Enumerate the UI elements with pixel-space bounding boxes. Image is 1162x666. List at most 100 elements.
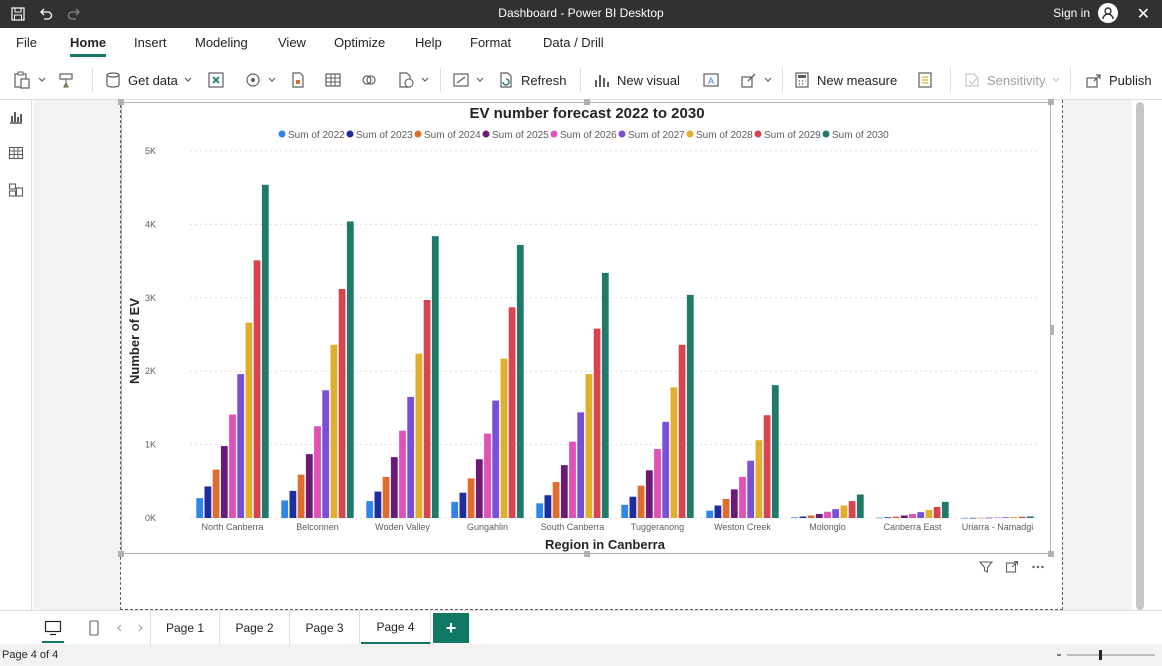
bar[interactable] [1010,517,1018,518]
excel-button[interactable] [207,68,225,92]
tab-insert[interactable]: Insert [134,35,167,50]
table-view-icon[interactable] [6,143,26,163]
model-view-icon[interactable] [6,180,26,200]
bar[interactable] [892,516,900,518]
resize-handle[interactable] [584,99,590,105]
bar[interactable] [654,449,661,518]
filter-icon[interactable] [977,558,995,576]
tab-data-drill[interactable]: Data / Drill [543,35,604,50]
legend-item[interactable]: Sum of 2022 [278,130,346,141]
bar[interactable] [484,433,491,518]
bar[interactable] [755,440,763,518]
tab-view[interactable]: View [278,35,306,50]
bar[interactable] [229,414,236,518]
bar[interactable] [848,501,856,518]
tab-format[interactable]: Format [470,35,512,50]
resize-handle[interactable] [118,99,124,105]
bar[interactable] [941,501,949,518]
legend-item[interactable]: Sum of 2023 [346,130,414,141]
vertical-scrollbar[interactable] [1132,100,1147,610]
more-visuals-button[interactable] [740,68,772,92]
bar[interactable] [747,460,755,518]
bar[interactable] [629,496,637,518]
bar[interactable] [706,510,714,518]
zoom-slider[interactable] [1055,648,1159,662]
bar[interactable] [245,322,253,518]
close-icon[interactable]: ✕ [1136,6,1150,23]
bar[interactable] [645,470,653,518]
bar[interactable] [925,509,933,518]
bar[interactable] [560,465,568,518]
bar[interactable] [390,457,398,518]
bar[interactable] [423,300,431,518]
resize-handle[interactable] [584,551,590,557]
bar[interactable] [585,374,593,518]
tab-modeling[interactable]: Modeling [195,35,248,50]
bar[interactable] [382,476,390,518]
bar[interactable] [917,512,925,518]
bar[interactable] [815,513,823,518]
bar[interactable] [297,474,305,518]
bar[interactable] [601,272,609,518]
text-box-button[interactable]: A [702,68,720,92]
bar[interactable] [253,260,261,518]
bar[interactable] [237,374,245,518]
bar[interactable] [552,482,560,518]
bar[interactable] [994,517,1001,519]
enter-data-button[interactable] [324,68,342,92]
bar[interactable] [289,490,297,518]
bar[interactable] [1018,516,1026,518]
bar[interactable] [467,478,475,518]
bar[interactable] [763,415,771,518]
bar[interactable] [338,288,346,518]
save-icon[interactable] [8,4,28,24]
tab-file[interactable]: File [16,35,37,50]
bar[interactable] [399,430,406,518]
scrollbar-thumb[interactable] [1136,102,1144,610]
resize-handle[interactable] [118,551,124,557]
bar[interactable] [933,506,941,518]
bar[interactable] [407,396,415,518]
dataverse-button[interactable] [244,68,276,92]
page-tab-2[interactable]: Page 2 [220,611,290,645]
bar[interactable] [593,328,601,518]
report-view-icon[interactable] [6,107,26,127]
bar[interactable] [1002,517,1010,518]
chevron-left-icon[interactable] [112,617,128,639]
bar[interactable] [196,498,204,518]
bar[interactable] [500,358,508,518]
bar[interactable] [220,446,228,518]
avatar-icon[interactable] [1098,3,1118,23]
tab-help[interactable]: Help [415,35,442,50]
bar[interactable] [569,441,576,518]
sign-in-link[interactable]: Sign in [1053,6,1090,20]
bar[interactable] [544,495,552,518]
legend-item[interactable]: Sum of 2025 [482,130,550,141]
paste-button[interactable] [12,68,46,92]
bar[interactable] [722,498,730,518]
bar[interactable] [900,515,908,518]
bar[interactable] [799,516,807,518]
bar[interactable] [330,344,338,518]
onelake-button[interactable] [289,68,307,92]
bar[interactable] [807,515,815,518]
add-page-button[interactable]: + [433,613,469,643]
page-tab-1[interactable]: Page 1 [150,611,220,645]
resize-handle[interactable] [1048,551,1054,557]
bar[interactable] [374,491,382,518]
recent-sources-button[interactable] [360,68,378,92]
legend-item[interactable]: Sum of 2027 [618,130,686,141]
bar[interactable] [670,387,678,518]
page-tab-4[interactable]: Page 4 [361,611,431,645]
bar[interactable] [431,236,439,519]
publish-button[interactable]: Publish [1085,68,1152,92]
bar[interactable] [791,517,799,518]
bar[interactable] [985,517,993,519]
bar[interactable] [876,517,884,519]
tab-optimize[interactable]: Optimize [334,35,386,50]
desktop-layout-icon[interactable] [42,617,64,643]
bar[interactable] [637,485,645,518]
bar[interactable] [536,503,544,518]
bar[interactable] [415,353,423,518]
redo-icon[interactable] [64,4,84,24]
